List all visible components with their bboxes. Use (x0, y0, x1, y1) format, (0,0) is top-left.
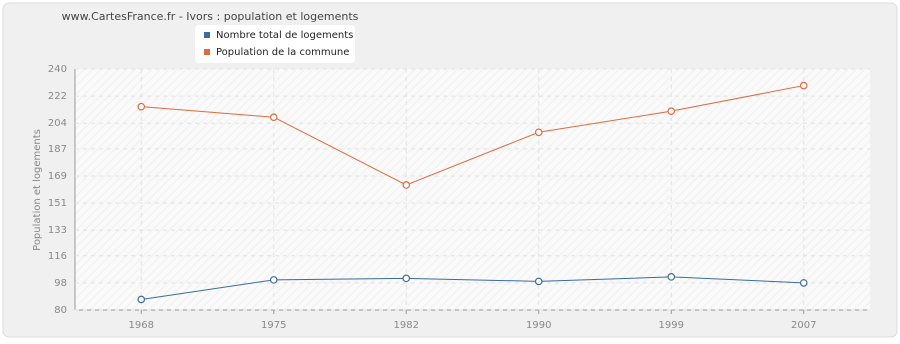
y-tick-label: 133 (48, 225, 67, 236)
legend-label: Population de la commune (216, 47, 349, 58)
y-tick-label: 151 (48, 198, 67, 209)
data-point (137, 295, 146, 304)
y-tick-label: 204 (48, 118, 67, 129)
data-point (534, 128, 543, 137)
data-point (137, 102, 146, 111)
x-tick-label: 1968 (129, 320, 154, 331)
series-line (141, 276, 804, 300)
data-point (402, 274, 411, 283)
series-line (141, 85, 804, 186)
y-tick-label: 240 (48, 64, 67, 75)
y-tick-label: 80 (54, 305, 67, 316)
data-point (269, 113, 278, 122)
data-point (269, 276, 278, 284)
x-tick-label: 2007 (791, 320, 816, 331)
y-axis-label: Population et logements (32, 129, 43, 251)
x-tick-label: 1975 (261, 320, 286, 331)
data-point (667, 273, 676, 281)
y-tick-label: 169 (48, 171, 67, 182)
plot-area (75, 69, 870, 310)
x-tick-label: 1982 (394, 320, 419, 331)
data-point (667, 107, 676, 115)
legend-label: Nombre total de logements (216, 30, 353, 41)
data-point (402, 181, 411, 189)
y-tick-label: 222 (48, 91, 67, 102)
y-tick-label: 116 (48, 251, 67, 262)
x-tick-label: 1990 (526, 320, 551, 331)
data-point (799, 279, 808, 287)
legend (195, 25, 355, 63)
chart-title: www.CartesFrance.fr - Ivors : population… (62, 10, 359, 23)
data-point (799, 81, 808, 90)
x-tick-label: 1999 (659, 320, 684, 331)
y-tick-label: 187 (48, 144, 67, 155)
legend-swatch (204, 32, 210, 38)
legend-swatch (204, 49, 210, 55)
data-point (534, 277, 543, 286)
y-tick-label: 98 (54, 278, 67, 289)
